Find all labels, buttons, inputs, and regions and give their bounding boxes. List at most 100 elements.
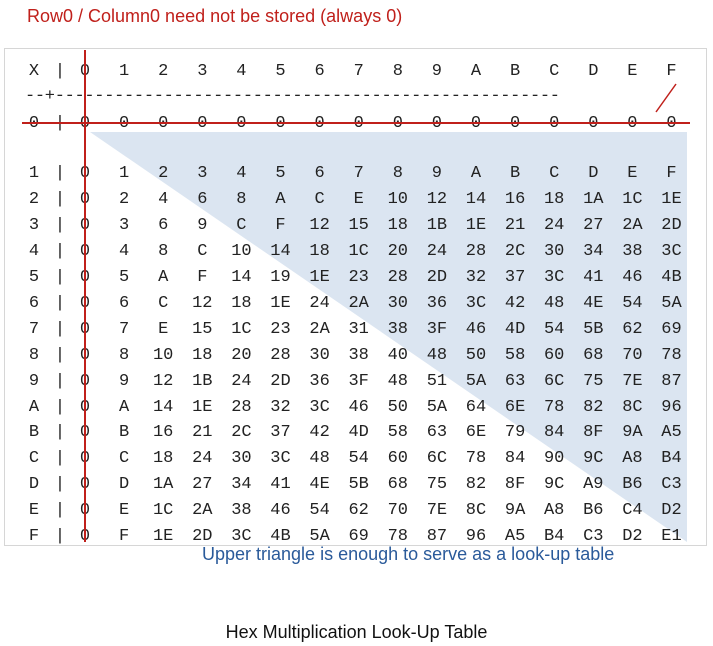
table-cell: 5 [118,267,130,287]
row-label-B: B [28,423,40,443]
column-header-A: A [470,62,482,81]
table-cell: 24 [309,293,330,313]
table-cell: 38 [387,319,408,339]
table-cell: 30 [231,449,252,469]
table-cell: D2 [622,527,643,547]
table-cell: 2C [504,241,526,261]
table-cell: C [236,215,247,235]
table-cell: 70 [387,501,408,521]
table-cell: 6 [197,189,208,209]
table-cell: 46 [348,397,369,417]
table-cell: 54 [309,501,330,521]
row-separator: | [54,423,66,443]
table-cell: 63 [426,423,448,443]
table-cell: 42 [504,293,526,313]
row-label-9: 9 [28,371,40,391]
row-separator: | [54,163,66,183]
table-cell: 6 [158,215,169,235]
table-cell: 3C [543,267,565,287]
table-cell: 46 [622,267,643,287]
table-cell: 78 [387,527,408,547]
table-cell: 1E [465,215,487,235]
table-cell: 2A [348,293,369,313]
row-label-F: F [28,527,40,547]
table-cell: 30 [543,241,565,261]
table-cell: 2D [661,215,682,235]
table-cell: 8 [392,163,403,183]
table-cell: 78 [465,449,487,469]
table-cell: 37 [270,423,291,443]
table-cell: 9 [118,371,130,391]
table-cell: F [197,267,208,287]
table-cell: 23 [270,319,291,339]
table-cell: 1E [192,397,213,417]
table-cell: 14 [152,397,174,417]
table-cell: 12 [192,293,213,313]
table-cell: B6 [583,501,604,521]
column-header-B: B [509,62,521,81]
table-cell: 5B [348,475,369,495]
table-cell: 36 [309,371,330,391]
table-cell: B [118,423,130,443]
table-cell: 5A [426,397,448,417]
table-cell: C4 [622,501,643,521]
table-cell: C [118,449,130,469]
row-separator: | [54,345,66,365]
header-divider: --+-------------------------------------… [25,87,560,106]
table-cell: 96 [465,527,487,547]
table-cell: 18 [387,215,408,235]
table-cell: F [666,163,677,183]
table-cell: 60 [387,449,408,469]
table-cell: E [158,319,169,339]
column-header-D: D [588,62,599,81]
row-separator: | [54,449,66,469]
table-cell: 54 [348,449,369,469]
table-cell: 15 [192,319,213,339]
table-cell: 1C [622,189,643,209]
table-cell: 9A [504,501,526,521]
table-cell: B [509,163,521,183]
table-cell: 30 [387,293,408,313]
table-cell: 27 [583,215,604,235]
table-cell: A [158,267,169,287]
table-cell: 10 [387,189,408,209]
table-cell: 4D [348,423,369,443]
table-cell: C [158,293,169,313]
row-label-3: 3 [28,215,40,235]
row-label-5: 5 [28,267,40,287]
table-cell: 50 [387,397,408,417]
table-cell: C [314,189,325,209]
table-cell: 6C [426,449,448,469]
table-cell: D2 [661,501,682,521]
table-cell: C [549,163,560,183]
row-label-2: 2 [28,189,40,209]
table-cell: 48 [387,371,408,391]
table-cell: 3C [309,397,330,417]
table-cell: 14 [231,267,252,287]
figure-caption: Hex Multiplication Look-Up Table [225,622,488,642]
table-cell: 41 [270,475,291,495]
table-cell: 37 [504,267,526,287]
table-cell: 50 [465,345,487,365]
table-cell: A [470,163,482,183]
table-cell: 48 [426,345,448,365]
table-cell: 9C [543,475,565,495]
table-cell: 78 [661,345,682,365]
table-cell: 3C [231,527,252,547]
table-cell: 21 [504,215,526,235]
table-cell: 96 [661,397,682,417]
table-cell: 8F [583,423,604,443]
table-cell: D [588,163,599,183]
column-header-8: 8 [392,62,403,81]
table-cell: 84 [543,423,565,443]
table-cell: 40 [387,345,408,365]
top-annotation: Row0 / Column0 need not be stored (alway… [27,6,403,26]
table-cell: 6E [504,397,526,417]
table-cell: 1 [118,163,130,183]
table-cell: 69 [661,319,682,339]
row-separator: | [54,189,66,209]
table-cell: 6 [314,163,325,183]
table-cell: 8 [118,345,130,365]
table-cell: 7E [622,371,643,391]
table-cell: 4E [309,475,330,495]
